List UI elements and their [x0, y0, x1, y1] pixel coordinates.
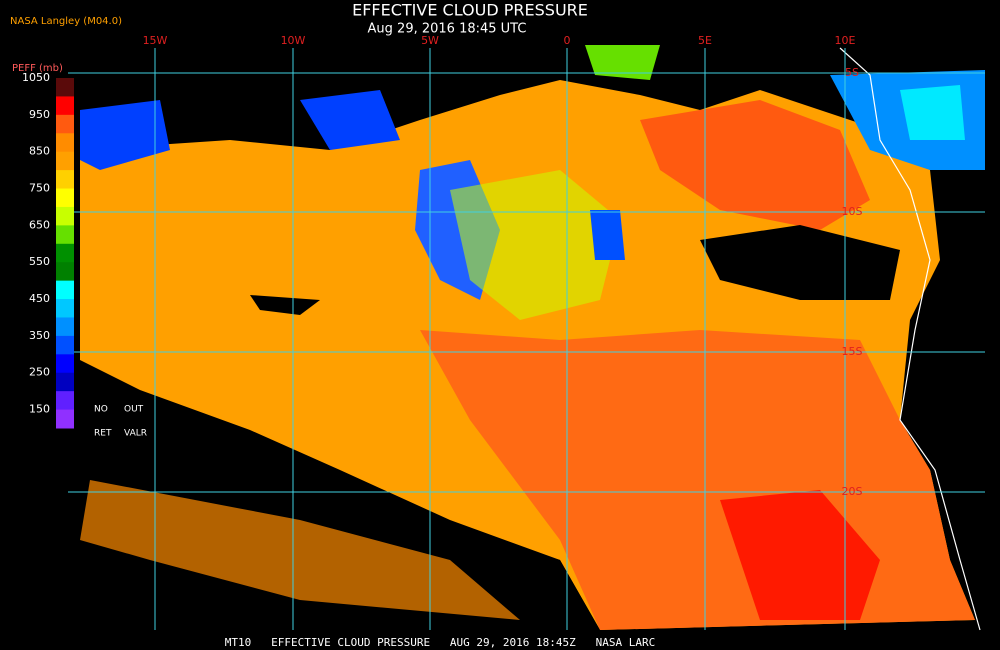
longitude-label: 5E	[698, 34, 712, 47]
legend-swatch	[56, 170, 74, 190]
latitude-label: 5S	[845, 66, 859, 79]
latitude-label: 20S	[842, 485, 863, 498]
high-pressure-cloud	[720, 490, 880, 620]
graticule: 15W 10W 5W 0 5E 10E 5S 10S 15S 20S	[68, 34, 985, 630]
legend-swatch	[56, 299, 74, 318]
legend-swatch	[56, 409, 74, 429]
coastline	[839, 47, 981, 631]
longitude-label: 15W	[143, 34, 168, 47]
legend-label: 650	[29, 218, 50, 231]
legend-label: 250	[29, 366, 50, 379]
legend-swatch	[56, 206, 74, 226]
high-cloud	[590, 210, 625, 260]
legend-label: 750	[29, 182, 50, 195]
map-subtitle: Aug 29, 2016 18:45 UTC	[368, 22, 527, 37]
legend-swatch	[56, 151, 74, 171]
legend-swatch	[56, 188, 74, 208]
legend-note: OUT	[124, 405, 144, 415]
legend-label: 1050	[22, 71, 50, 84]
legend-swatch	[56, 114, 74, 134]
footer-label: MT10 EFFECTIVE CLOUD PRESSURE AUG 29, 20…	[225, 636, 655, 649]
legend-swatch	[56, 133, 74, 153]
mid-cloud	[640, 100, 870, 230]
longitude-label: 0	[564, 34, 571, 47]
longitude-label: 5W	[421, 34, 439, 47]
legend-swatch	[56, 372, 74, 392]
longitude-label: 10E	[835, 34, 856, 47]
latitude-label: 10S	[842, 205, 863, 218]
clear-area	[250, 295, 320, 315]
legend-swatch	[56, 280, 74, 300]
high-cloud	[900, 85, 965, 140]
mid-high-cloud	[450, 170, 620, 320]
longitude-label: 10W	[281, 34, 306, 47]
legend-label: 350	[29, 329, 50, 342]
legend-swatch	[56, 78, 74, 97]
high-cloud	[80, 100, 170, 170]
legend-swatch	[56, 225, 74, 245]
legend-swatch	[56, 335, 74, 355]
high-cloud	[300, 90, 400, 150]
legend-swatch	[56, 96, 74, 116]
legend-label: 550	[29, 255, 50, 268]
legend-swatch	[56, 317, 74, 337]
legend-title: PEFF (mb)	[12, 63, 63, 74]
legend-note: NO	[94, 405, 108, 415]
legend-label: 950	[29, 108, 50, 121]
clear-area	[700, 225, 900, 300]
map-title: EFFECTIVE CLOUD PRESSURE	[352, 1, 588, 20]
legend-note: VALR	[124, 429, 147, 439]
legend-swatch	[56, 354, 74, 374]
low-cloud	[80, 480, 520, 620]
mid-high-cloud	[585, 45, 660, 80]
legend-swatch	[56, 243, 74, 263]
legend-label: 150	[29, 403, 50, 416]
legend-swatch	[56, 391, 74, 411]
legend-label: 450	[29, 292, 50, 305]
legend-note: RET	[94, 429, 112, 439]
source-label: NASA Langley (M04.0)	[10, 16, 122, 27]
legend-label: 850	[29, 145, 50, 158]
latitude-label: 15S	[842, 345, 863, 358]
color-legend: 1050 950 850 750 650 550 450 350 250 150	[22, 71, 74, 429]
legend-swatch	[56, 262, 74, 282]
